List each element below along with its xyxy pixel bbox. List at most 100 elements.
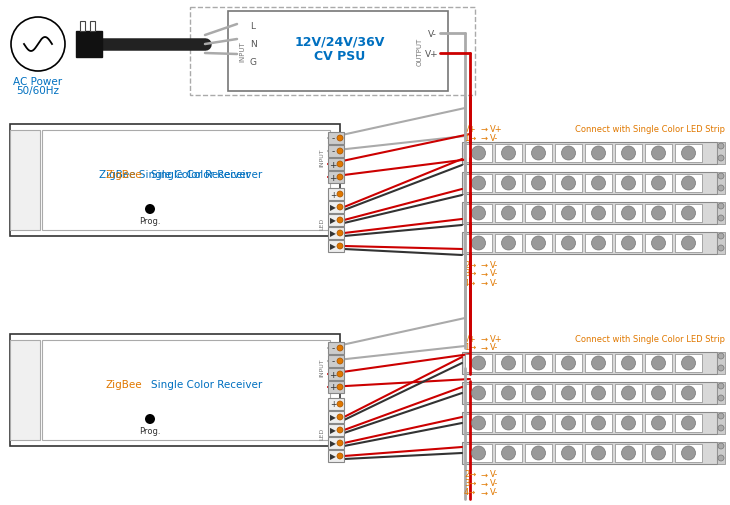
Circle shape	[561, 386, 575, 400]
Bar	[465, 175, 492, 192]
Bar	[328, 215, 344, 227]
Bar	[465, 205, 492, 223]
Text: →: →	[480, 487, 487, 496]
Bar	[90, 22, 95, 32]
Bar	[555, 175, 582, 192]
Text: V-: V-	[490, 269, 499, 278]
Circle shape	[502, 386, 515, 400]
Bar	[675, 205, 702, 223]
Text: V+: V+	[464, 124, 477, 133]
Text: G: G	[250, 58, 256, 66]
Text: 3→: 3→	[464, 479, 477, 487]
Text: Prog.: Prog.	[139, 217, 161, 226]
Circle shape	[337, 148, 343, 155]
Circle shape	[337, 162, 343, 168]
Circle shape	[531, 207, 545, 221]
Text: +: +	[329, 383, 337, 392]
Circle shape	[337, 371, 343, 377]
Bar	[525, 205, 552, 223]
Circle shape	[531, 416, 545, 430]
Text: →: →	[480, 124, 487, 133]
Text: →: →	[480, 343, 487, 352]
Bar	[495, 384, 522, 402]
Bar	[717, 232, 725, 255]
Bar	[462, 412, 717, 434]
Bar	[555, 234, 582, 252]
Circle shape	[531, 386, 545, 400]
Bar	[328, 201, 344, 214]
Circle shape	[531, 357, 545, 370]
Bar	[615, 355, 642, 372]
Bar	[675, 234, 702, 252]
Bar	[328, 368, 344, 380]
Circle shape	[651, 386, 666, 400]
Bar	[525, 444, 552, 462]
Text: ▶: ▶	[330, 451, 336, 461]
Text: ZigBee: ZigBee	[105, 170, 142, 180]
Text: ▶: ▶	[330, 216, 336, 225]
Circle shape	[591, 236, 605, 250]
Circle shape	[531, 177, 545, 190]
Bar	[10, 125, 340, 236]
Circle shape	[337, 205, 343, 211]
Bar	[495, 444, 522, 462]
Circle shape	[502, 236, 515, 250]
Text: ▶: ▶	[330, 426, 336, 435]
Bar	[615, 414, 642, 432]
Text: L: L	[250, 21, 255, 30]
Bar	[495, 145, 522, 163]
Text: INPUT: INPUT	[320, 358, 325, 377]
Circle shape	[651, 357, 666, 370]
Bar	[717, 412, 725, 434]
Circle shape	[682, 357, 696, 370]
Bar	[717, 173, 725, 194]
Circle shape	[337, 218, 343, 224]
Circle shape	[718, 365, 724, 371]
Bar	[645, 205, 672, 223]
Circle shape	[337, 384, 343, 390]
Circle shape	[531, 236, 545, 250]
Circle shape	[718, 204, 724, 210]
Text: →: →	[480, 269, 487, 278]
Text: →: →	[480, 133, 487, 142]
Bar	[328, 356, 344, 367]
Circle shape	[337, 345, 343, 351]
Text: ▶: ▶	[330, 203, 336, 212]
Circle shape	[337, 358, 343, 364]
Bar	[465, 234, 492, 252]
Bar	[328, 146, 344, 158]
Text: V+: V+	[490, 124, 503, 133]
Text: 2→: 2→	[464, 470, 476, 479]
Text: +: +	[330, 190, 337, 199]
Circle shape	[502, 446, 515, 460]
Circle shape	[472, 236, 485, 250]
Text: -: -	[331, 147, 334, 156]
Text: →: →	[480, 260, 487, 269]
Circle shape	[682, 386, 696, 400]
Circle shape	[621, 416, 636, 430]
Bar	[645, 444, 672, 462]
Circle shape	[718, 233, 724, 239]
Text: 2→: 2→	[464, 260, 476, 269]
Bar	[555, 145, 582, 163]
Circle shape	[145, 414, 155, 424]
Bar	[495, 414, 522, 432]
Text: AC Power: AC Power	[13, 77, 63, 87]
Circle shape	[591, 416, 605, 430]
Circle shape	[621, 177, 636, 190]
Circle shape	[718, 425, 724, 431]
Circle shape	[337, 401, 343, 407]
Bar	[328, 159, 344, 171]
Text: CV PSU: CV PSU	[315, 49, 366, 63]
Circle shape	[561, 416, 575, 430]
Circle shape	[718, 354, 724, 359]
Bar	[10, 334, 340, 446]
Text: +: +	[329, 173, 337, 182]
Circle shape	[682, 416, 696, 430]
Text: 1→: 1→	[464, 133, 476, 142]
Bar	[42, 340, 330, 440]
Circle shape	[337, 453, 343, 459]
Text: +: +	[330, 400, 337, 409]
Bar	[328, 437, 344, 449]
Circle shape	[531, 147, 545, 161]
